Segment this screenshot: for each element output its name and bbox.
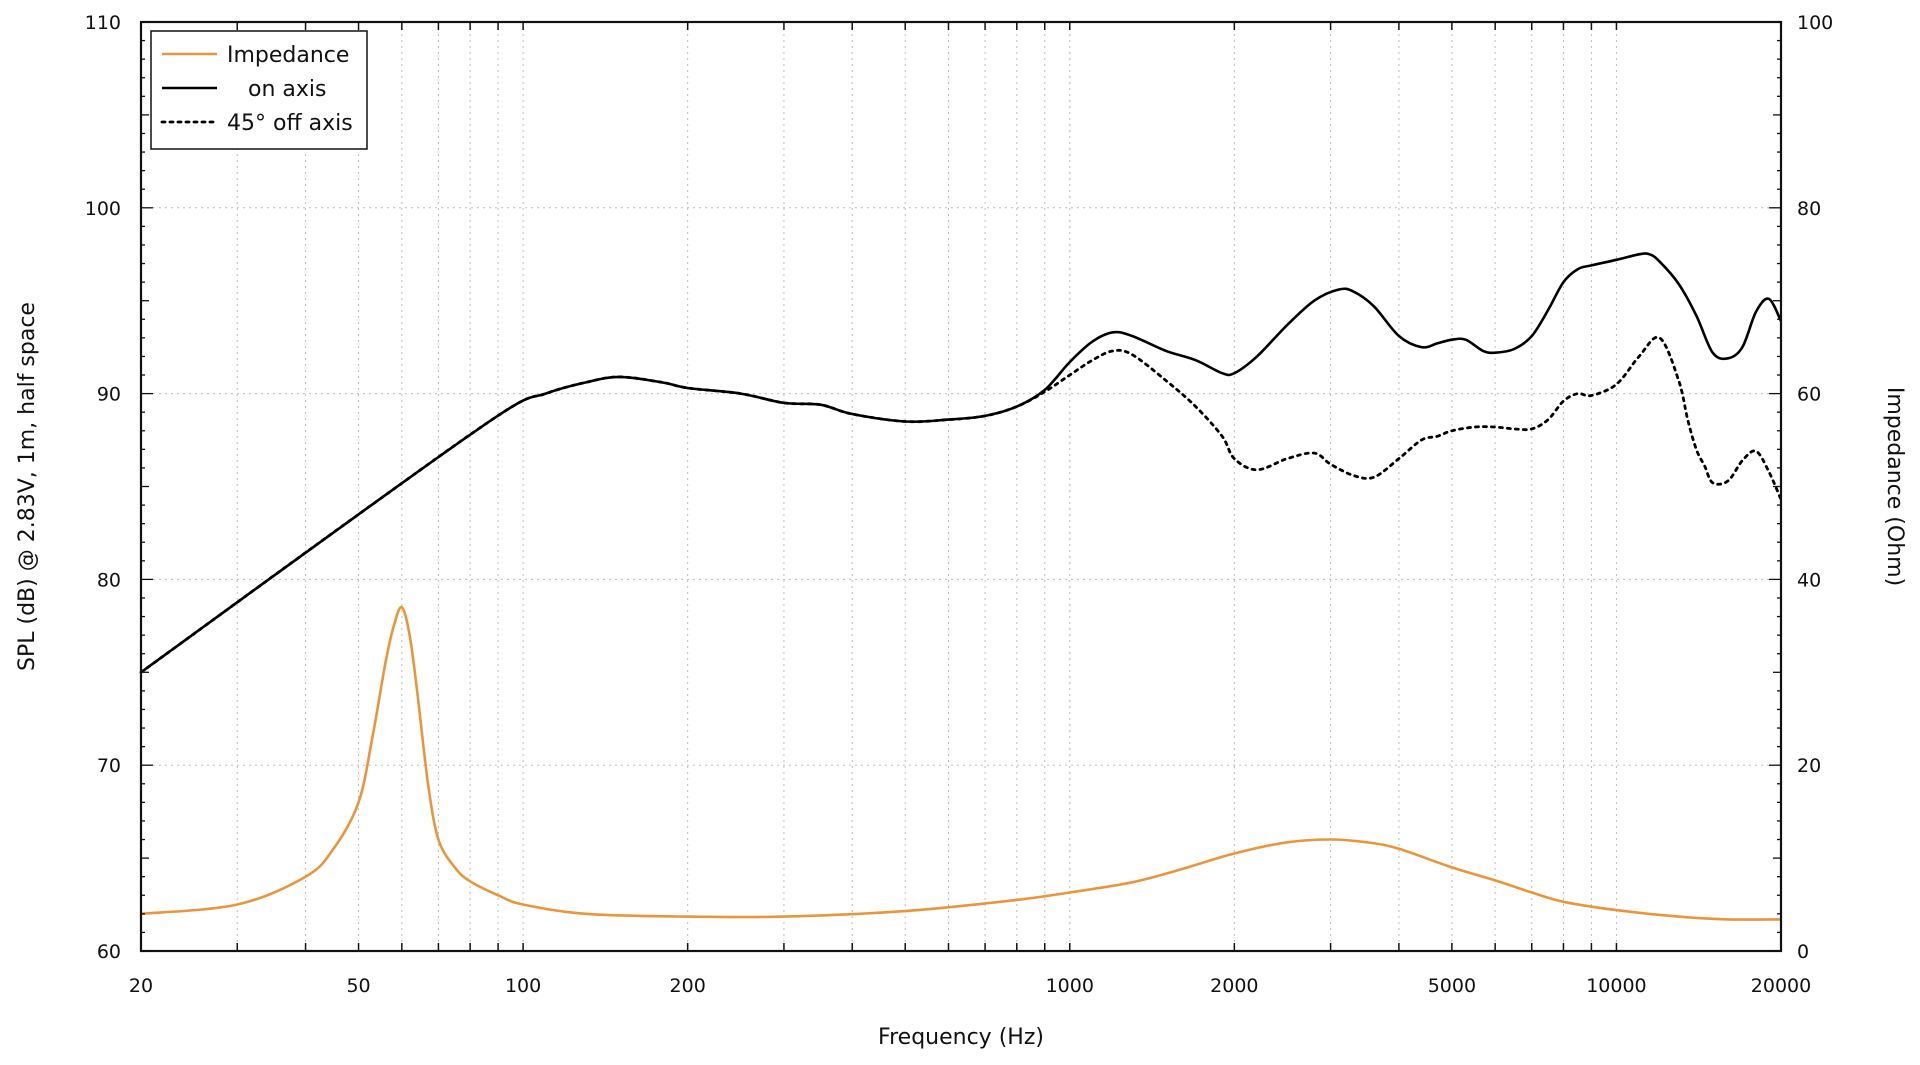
ticks: 60 70 80 90 100 110 0 20 40 60 80 100 20 50 100 200 1000… bbox=[85, 12, 1834, 997]
legend-label-on-axis: on axis bbox=[227, 77, 326, 102]
x-tick-label: 2000 bbox=[1210, 975, 1258, 997]
y-right-tick-label: 40 bbox=[1797, 569, 1821, 591]
x-tick-label: 100 bbox=[505, 975, 541, 997]
y-left-tick-label: 90 bbox=[97, 384, 121, 406]
y-right-tick-label: 0 bbox=[1797, 941, 1809, 963]
series-group bbox=[139, 252, 1783, 921]
x-tick-label: 20000 bbox=[1751, 975, 1811, 997]
y-left-tick-label: 70 bbox=[97, 755, 121, 777]
y-right-axis-title: Impedance (Ohm) bbox=[1882, 387, 1907, 586]
x-tick-label: 20 bbox=[129, 975, 153, 997]
legend-box bbox=[150, 30, 368, 150]
plot-frame bbox=[139, 20, 1783, 953]
y-left-tick-label: 100 bbox=[85, 198, 121, 220]
legend-label-off-axis: 45° off axis bbox=[227, 111, 353, 136]
series-line-impedance bbox=[140, 605, 1782, 921]
x-tick-label: 10000 bbox=[1586, 975, 1646, 997]
legend-label-impedance: Impedance bbox=[227, 43, 349, 68]
y-right-tick-label: 80 bbox=[1797, 198, 1821, 220]
x-axis-title: Frequency (Hz) bbox=[878, 1025, 1044, 1050]
y-right-tick-label: 100 bbox=[1797, 12, 1833, 34]
y-right-tick-label: 20 bbox=[1797, 755, 1821, 777]
y-left-tick-label: 110 bbox=[85, 12, 121, 34]
x-tick-label: 5000 bbox=[1428, 975, 1476, 997]
x-tick-label: 50 bbox=[346, 975, 370, 997]
y-left-axis-title: SPL (dB) @ 2.83V, 1m, half space bbox=[15, 302, 40, 671]
y-left-tick-label: 80 bbox=[97, 569, 121, 591]
x-tick-label: 200 bbox=[670, 975, 706, 997]
y-left-tick-label: 60 bbox=[97, 941, 121, 963]
legend: Impedance on axis 45° off axis bbox=[150, 30, 368, 150]
series-line-45-off-axis bbox=[139, 335, 1783, 674]
series-line-on-axis bbox=[140, 252, 1783, 674]
x-tick-label: 1000 bbox=[1046, 975, 1094, 997]
y-right-tick-label: 60 bbox=[1797, 384, 1821, 406]
grid bbox=[140, 21, 1782, 952]
